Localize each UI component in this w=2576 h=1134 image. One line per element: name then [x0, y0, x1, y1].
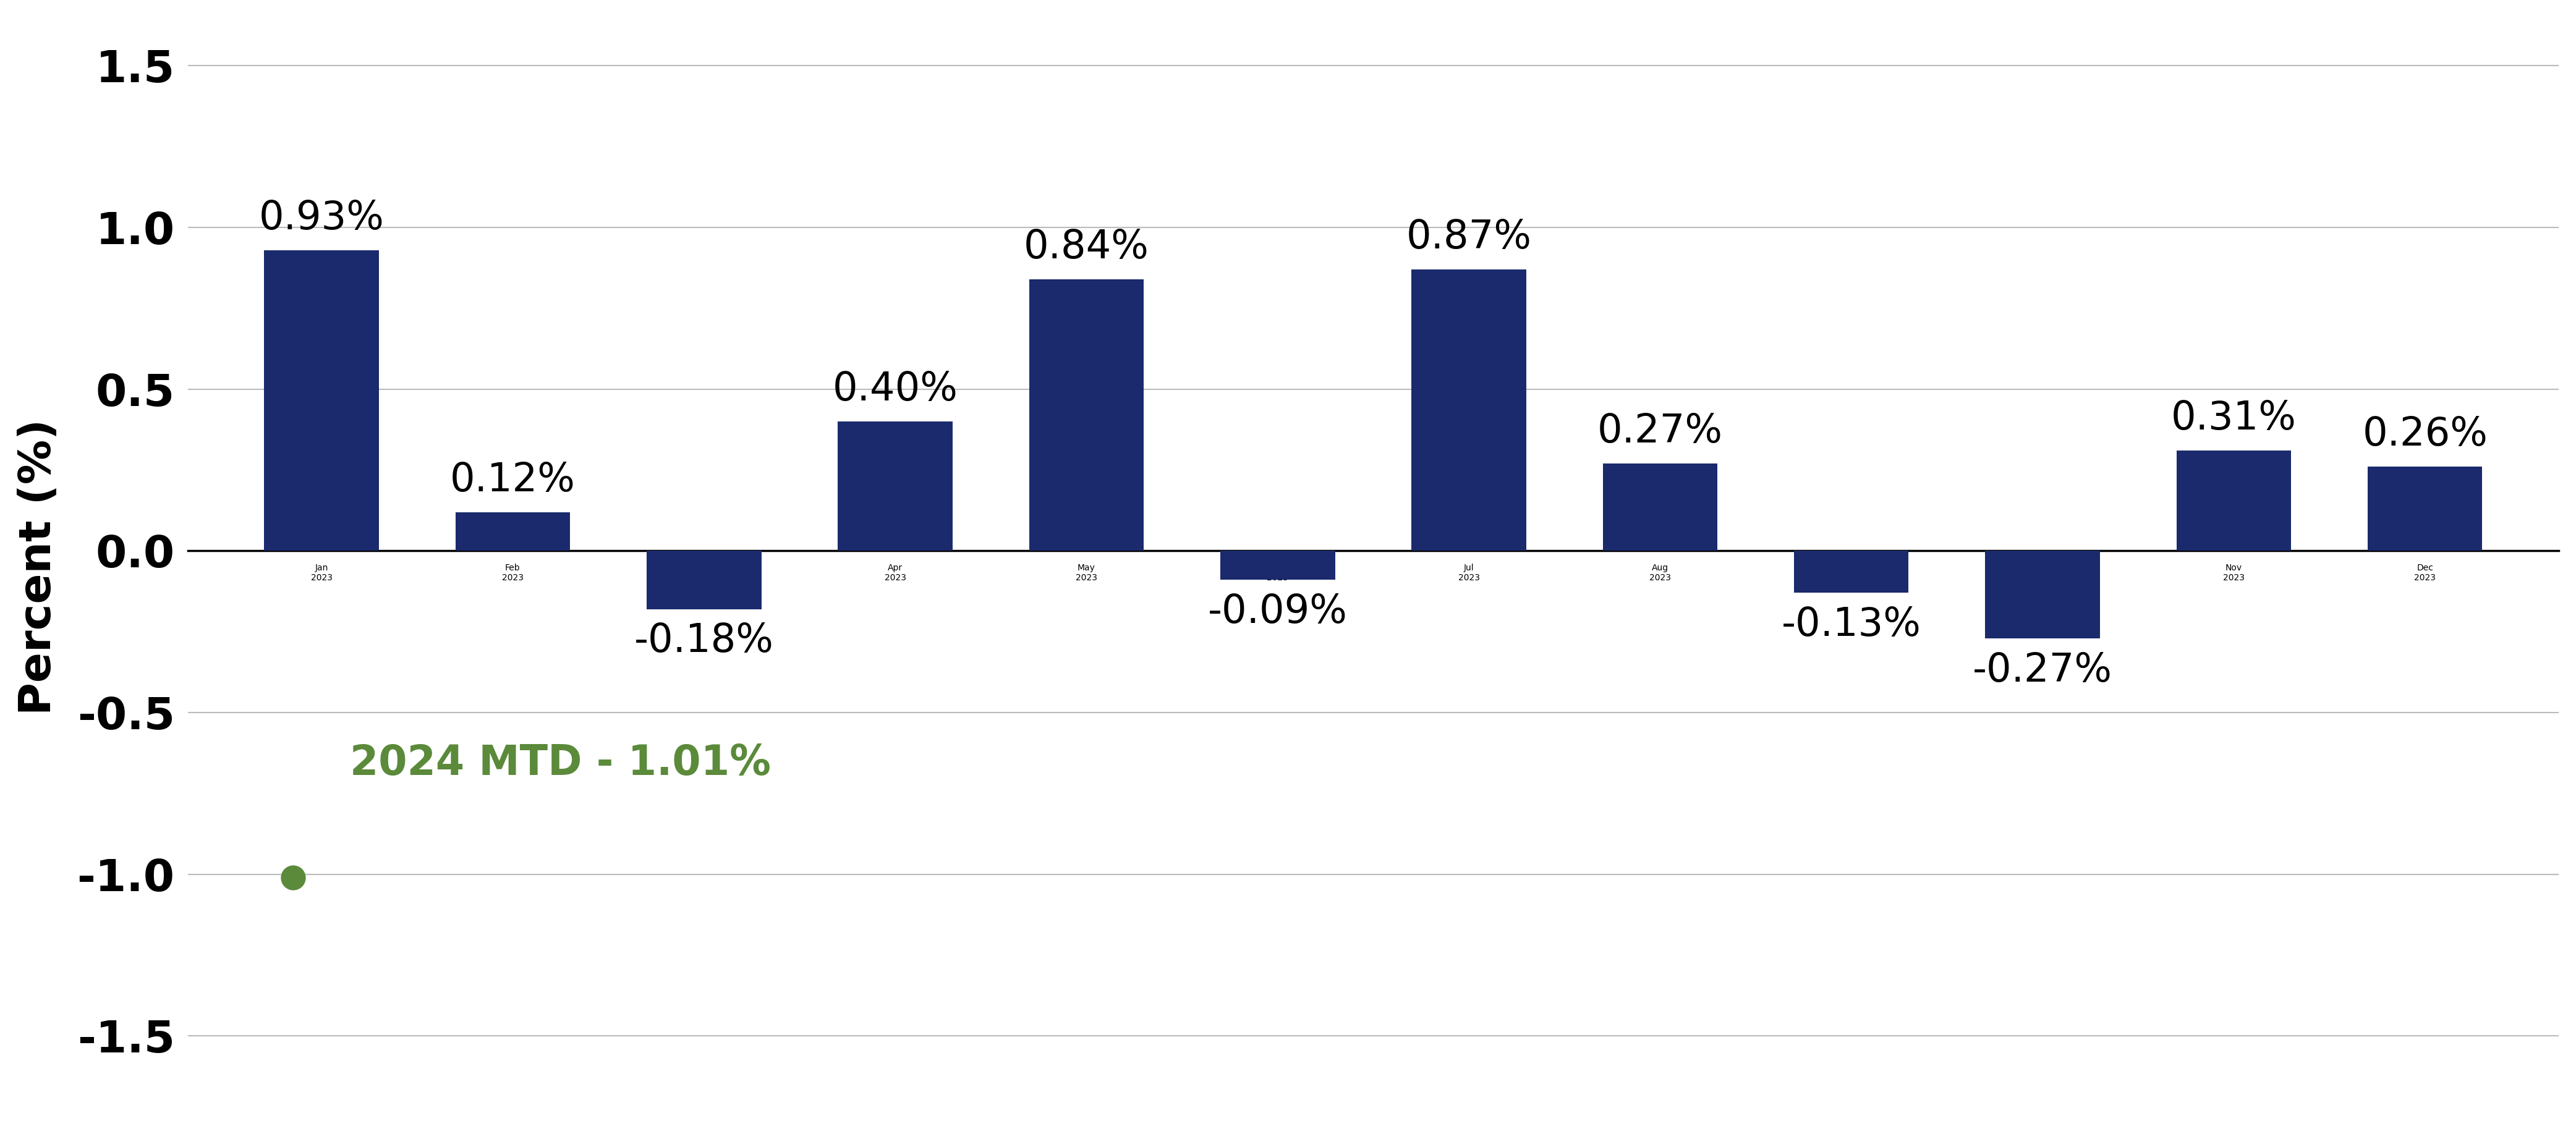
Bar [1412, 270, 1525, 551]
Text: 0.26%: 0.26% [2362, 415, 2488, 454]
Text: 0.31%: 0.31% [2172, 399, 2295, 438]
Bar [2367, 467, 2483, 551]
Bar [265, 249, 379, 551]
Y-axis label: Percent (%): Percent (%) [18, 418, 59, 716]
Bar [1793, 551, 1909, 593]
Text: 0.27%: 0.27% [1597, 413, 1723, 450]
Bar [456, 513, 569, 551]
Text: -0.18%: -0.18% [634, 621, 773, 660]
Text: 0.87%: 0.87% [1406, 218, 1533, 256]
Bar [837, 422, 953, 551]
Bar [1986, 551, 2099, 638]
Text: 0.12%: 0.12% [451, 460, 574, 499]
Bar [1028, 279, 1144, 551]
Bar [647, 551, 762, 609]
Bar [2177, 450, 2290, 551]
Text: 0.84%: 0.84% [1023, 228, 1149, 266]
Text: 0.40%: 0.40% [832, 370, 958, 408]
Bar [1602, 464, 1718, 551]
Text: 2024 MTD - 1.01%: 2024 MTD - 1.01% [350, 743, 770, 784]
Text: -0.27%: -0.27% [1973, 651, 2112, 689]
Text: 0.93%: 0.93% [258, 198, 384, 237]
Bar [1221, 551, 1334, 579]
Text: -0.09%: -0.09% [1208, 593, 1347, 632]
Text: -0.13%: -0.13% [1783, 606, 1922, 644]
